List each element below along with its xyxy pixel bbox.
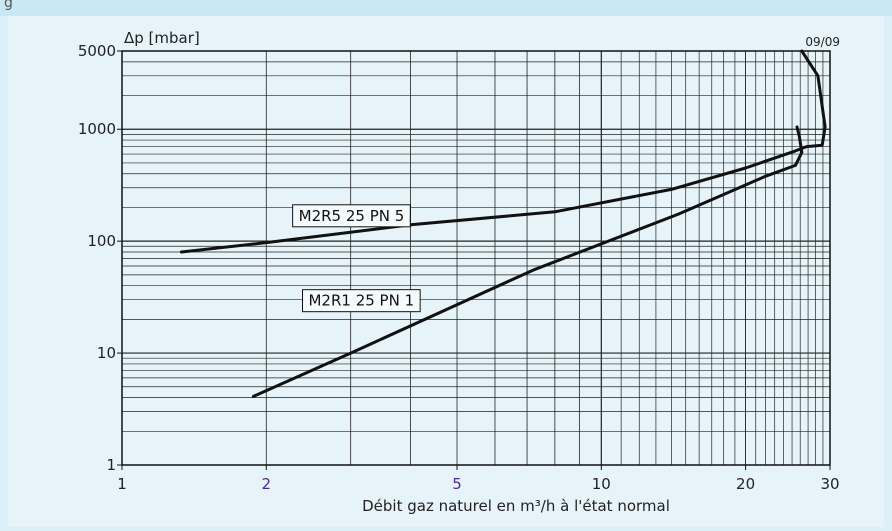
grid: [117, 50, 831, 470]
y-tick-label: 10: [97, 344, 116, 362]
header-strip: g: [0, 0, 892, 16]
x-tick-label: 20: [736, 475, 755, 493]
chart-panel: M2R5 25 PN 5 M2R1 25 PN 1 1 2 5 10 20 30 1 10 10…: [8, 16, 884, 527]
y-axis-label: Δp [mbar]: [124, 29, 200, 47]
y-tick-label: 5000: [78, 42, 116, 60]
x-axis-label: Débit gaz naturel en m³/h à l'état norma…: [362, 497, 670, 515]
x-tick-label: 30: [820, 475, 839, 493]
y-tick-labels: 1 10 100 1000 5000: [78, 42, 116, 474]
series-label-box: [292, 204, 411, 228]
header-fragment: g: [4, 0, 13, 11]
y-tick-label: 1: [106, 456, 116, 474]
chart-code: 09/09: [805, 35, 840, 49]
x-tick-label: 5: [452, 475, 462, 493]
x-tick-label: 2: [262, 475, 272, 493]
series-label: M2R1 25 PN 1: [308, 292, 414, 310]
series-line-1: [251, 125, 804, 398]
plot-frame: [121, 50, 831, 466]
y-tick-label: 100: [87, 232, 116, 250]
series-label-box: [301, 289, 421, 313]
series-line-0: [179, 49, 827, 254]
series-labels: M2R5 25 PN 5 M2R1 25 PN 1: [292, 204, 421, 313]
y-tick-label: 1000: [78, 120, 116, 138]
x-tick-label: 10: [592, 475, 611, 493]
x-tick-label: 1: [117, 475, 127, 493]
chart: M2R5 25 PN 5 M2R1 25 PN 1 1 2 5 10 20 30 1 10 10…: [78, 29, 840, 515]
series-lines: [179, 49, 827, 398]
x-tick-labels: 1 2 5 10 20 30: [117, 475, 839, 493]
series-label: M2R5 25 PN 5: [299, 207, 405, 225]
